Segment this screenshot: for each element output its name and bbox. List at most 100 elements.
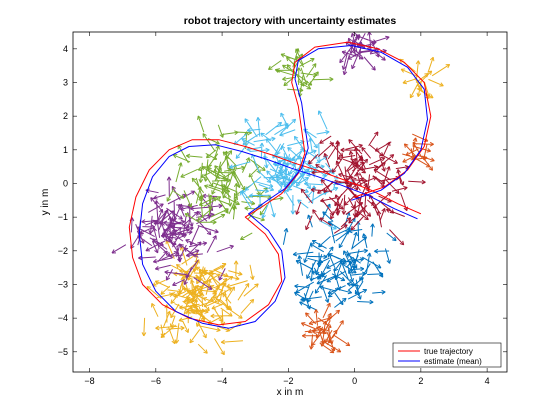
uncertainty-arrow	[334, 292, 344, 306]
uncertainty-arrow	[250, 176, 261, 196]
uncertainty-arrow	[402, 155, 416, 163]
uncertainty-arrow	[198, 325, 221, 333]
uncertainty-arrow	[249, 159, 266, 171]
uncertainty-arrow	[207, 193, 213, 211]
uncertainty-arrow	[370, 223, 375, 237]
uncertainty-arrow	[241, 138, 255, 146]
uncertainty-arrow	[316, 130, 330, 135]
uncertainty-arrow	[375, 162, 386, 171]
y-tick-label: −1	[58, 212, 68, 222]
legend-label-true: true trajectory	[424, 347, 473, 356]
uncertainty-arrow	[351, 231, 358, 250]
uncertainty-arrow	[333, 269, 342, 291]
uncertainty-arrow	[348, 150, 354, 168]
uncertainty-arrow	[213, 307, 223, 323]
uncertainty-arrow	[148, 215, 154, 235]
uncertainty-arrow	[151, 303, 159, 317]
uncertainty-arrow	[379, 207, 386, 221]
uncertainty-arrow	[268, 60, 282, 71]
uncertainty-arrow	[415, 60, 421, 81]
uncertainty-arrow	[243, 283, 259, 297]
uncertainty-arrow	[351, 48, 361, 70]
uncertainty-arrow	[310, 187, 333, 193]
uncertainty-arrow	[139, 227, 152, 235]
uncertainty-arrow	[346, 281, 360, 287]
uncertainty-arrow	[166, 176, 172, 197]
uncertainty-arrow	[331, 273, 346, 282]
uncertainty-arrow	[167, 326, 176, 345]
uncertainty-arrow	[345, 157, 357, 172]
uncertainty-arrow	[282, 228, 289, 245]
uncertainty-arrow	[400, 68, 420, 78]
uncertainty-arrow	[214, 165, 224, 176]
uncertainty-arrow	[263, 174, 285, 180]
uncertainty-arrow	[229, 161, 251, 169]
uncertainty-arrow	[219, 150, 233, 169]
uncertainty-arrow	[228, 270, 243, 276]
uncertainty-arrow	[416, 81, 422, 97]
uncertainty-arrow	[189, 308, 206, 314]
uncertainty-arrow	[302, 333, 319, 339]
x-tick-label: −6	[151, 376, 161, 386]
uncertainty-arrow	[280, 53, 298, 61]
uncertainty-arrow	[190, 206, 210, 211]
uncertainty-arrow	[211, 277, 220, 289]
uncertainty-arrow	[208, 184, 231, 193]
uncertainty-arrow	[299, 301, 318, 311]
uncertainty-arrow	[233, 183, 239, 206]
uncertainty-arrow	[322, 320, 331, 335]
uncertainty-arrow	[221, 130, 239, 136]
uncertainty-arrow	[353, 178, 368, 184]
y-tick-label: 0	[63, 178, 68, 188]
uncertainty-arrow	[341, 194, 347, 215]
uncertainty-arrow	[352, 201, 358, 218]
uncertainty-arrow	[255, 188, 269, 194]
uncertainty-arrow	[304, 181, 324, 187]
x-tick-label: −4	[217, 376, 227, 386]
uncertainty-arrow	[431, 63, 451, 77]
uncertainty-arrow	[292, 48, 300, 68]
uncertainty-arrow	[357, 299, 374, 305]
uncertainty-arrow	[309, 243, 325, 253]
uncertainty-arrow	[319, 285, 335, 292]
uncertainty-arrow	[307, 254, 328, 260]
uncertainty-arrow	[197, 164, 212, 172]
uncertainty-arrow	[233, 260, 239, 277]
uncertainty-arrow	[308, 137, 313, 154]
uncertainty-arrow	[347, 266, 354, 283]
uncertainty-arrow	[153, 257, 173, 264]
uncertainty-arrow	[163, 229, 178, 238]
uncertainty-arrow	[240, 190, 252, 209]
uncertainty-arrow	[300, 322, 317, 330]
uncertainty-arrow	[385, 208, 405, 217]
uncertainty-arrow	[173, 190, 185, 199]
uncertainty-arrow	[422, 156, 434, 171]
uncertainty-arrow	[389, 229, 405, 246]
uncertainty-arrow	[218, 268, 226, 281]
uncertainty-arrow	[246, 127, 261, 133]
uncertainty-arrow	[249, 193, 271, 198]
uncertainty-arrow	[362, 233, 368, 248]
uncertainty-arrow	[357, 164, 379, 171]
uncertainty-arrow	[242, 133, 260, 145]
uncertainty-arrow	[306, 63, 317, 78]
uncertainty-arrow	[210, 313, 230, 319]
uncertainty-arrow	[312, 76, 334, 82]
uncertainty-arrow	[248, 165, 261, 178]
true-trajectory-line	[128, 41, 432, 326]
uncertainty-arrow	[322, 340, 342, 353]
uncertainty-arrow	[365, 252, 372, 274]
uncertainty-arrow	[340, 217, 352, 228]
y-tick-label: −2	[58, 246, 68, 256]
uncertainty-arrow	[292, 251, 314, 257]
uncertainty-arrow	[295, 201, 302, 215]
uncertainty-arrow	[198, 270, 214, 279]
uncertainty-arrow	[307, 214, 313, 228]
x-tick-label: 0	[352, 376, 357, 386]
uncertainty-arrow	[306, 260, 317, 279]
uncertainty-arrow	[312, 209, 321, 221]
uncertainty-arrow	[169, 253, 184, 259]
uncertainty-arrow	[412, 137, 418, 151]
uncertainty-arrow	[308, 153, 319, 165]
